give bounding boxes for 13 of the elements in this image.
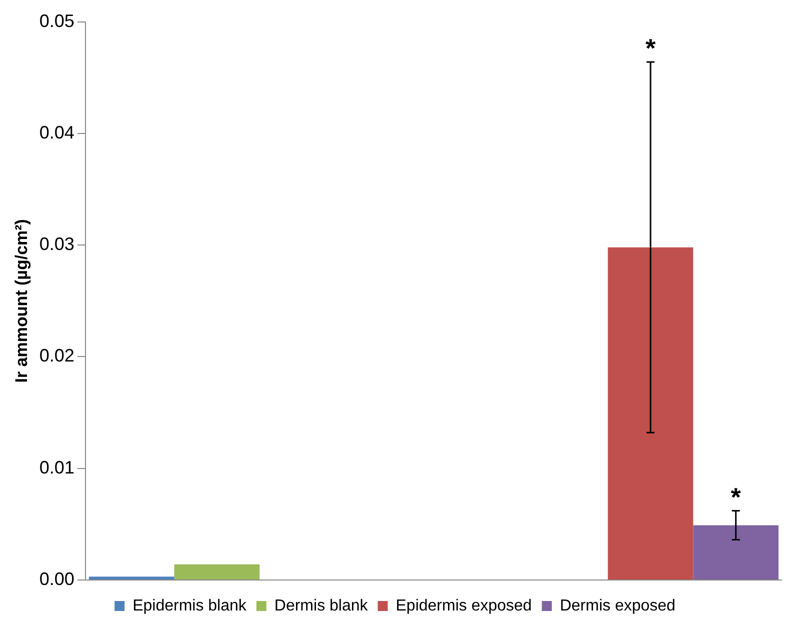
- y-tick-label: 0.00: [39, 568, 74, 589]
- legend-label: Epidermis exposed: [396, 597, 532, 614]
- y-tick-label: 0.03: [39, 234, 74, 254]
- annotation: *: [645, 33, 656, 64]
- legend-label: Epidermis blank: [132, 597, 248, 614]
- y-axis-title: Ir ammount (µg/cm²): [12, 219, 31, 383]
- legend-label: Dermis blank: [274, 597, 369, 614]
- y-tick-label: 0.02: [39, 346, 74, 366]
- y-tick-label: 0.04: [39, 122, 74, 142]
- legend-label: Dermis exposed: [560, 597, 676, 614]
- y-tick-label: 0.01: [39, 457, 74, 478]
- annotation: *: [730, 482, 742, 512]
- y-tick-label: 0.05: [39, 10, 74, 31]
